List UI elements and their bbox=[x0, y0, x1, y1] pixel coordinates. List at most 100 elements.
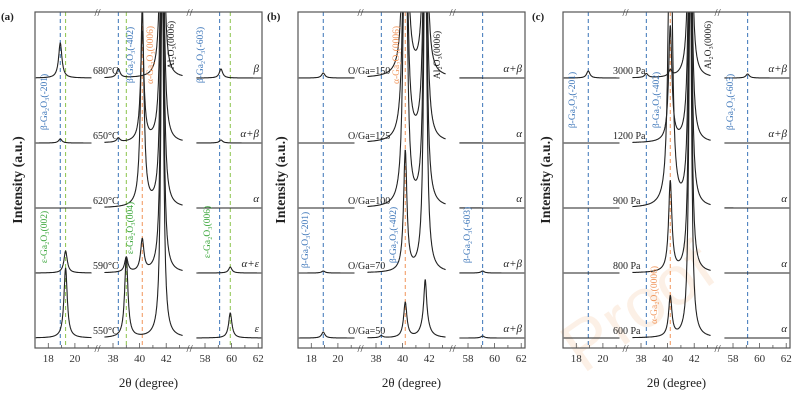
series-label: 680°C bbox=[93, 66, 119, 77]
x-tick-label: 58 bbox=[728, 353, 740, 365]
x-tick-label: 60 bbox=[226, 353, 238, 365]
axis-break-mark: // bbox=[187, 7, 194, 19]
annotation-beta-603: β-Ga₂O₃(-603) bbox=[195, 27, 206, 83]
x-tick-label: 40 bbox=[397, 353, 409, 365]
x-tick-label: 20 bbox=[597, 353, 609, 365]
series-label: 650°C bbox=[93, 131, 119, 142]
annotation-epsilon-002: ε-Ga₂O₃(002) bbox=[39, 211, 50, 263]
series-label: 1200 Pa bbox=[613, 131, 646, 142]
x-tick-label: 62 bbox=[781, 353, 792, 365]
phase-label: α+ε bbox=[241, 258, 259, 270]
annotation-beta-402: β-Ga₂O₃(-402) bbox=[125, 27, 136, 83]
x-axis-label: 2θ (degree) bbox=[382, 375, 441, 390]
series-label: O/Ga=125 bbox=[348, 131, 390, 142]
y-axis-label: Intensity (a.u.) bbox=[274, 136, 289, 224]
trace-o-ga-70 bbox=[298, 11, 525, 274]
x-tick-label: 18 bbox=[43, 353, 55, 365]
plot-frame bbox=[562, 11, 791, 349]
phase-label: α+β bbox=[240, 128, 259, 140]
annotation-beta-201: β-Ga₂O₃(-201) bbox=[567, 72, 578, 128]
series-label: 550°C bbox=[93, 326, 119, 337]
annotation-al2o3-0006: Al₂O₃(0006) bbox=[166, 21, 177, 69]
axis-break-mark: // bbox=[622, 343, 629, 355]
x-tick-label: 42 bbox=[424, 353, 435, 365]
x-axis-label: 2θ (degree) bbox=[119, 375, 178, 390]
annotation-al2o3-0006: Al₂O₃(0006) bbox=[703, 21, 714, 69]
series-label: O/Ga=70 bbox=[348, 261, 385, 272]
trace-1200-pa bbox=[563, 11, 790, 144]
series-label: 620°C bbox=[93, 196, 119, 207]
y-axis-label: Intensity (a.u.) bbox=[11, 136, 26, 224]
annotation-beta-603: β-Ga₂O₃(-603) bbox=[462, 207, 473, 263]
x-tick-label: 60 bbox=[489, 353, 501, 365]
trace-800-pa bbox=[563, 11, 790, 274]
x-tick-label: 18 bbox=[306, 353, 318, 365]
phase-label: α bbox=[781, 258, 787, 270]
phase-label: ε bbox=[255, 323, 260, 335]
phase-label: α bbox=[253, 193, 259, 205]
series-label: O/Ga=150 bbox=[348, 66, 390, 77]
series-label: 800 Pa bbox=[613, 261, 641, 272]
trace-900-pa bbox=[563, 11, 790, 209]
axis-break-mark: // bbox=[715, 7, 722, 19]
x-tick-label: 42 bbox=[161, 353, 172, 365]
plot-frame bbox=[297, 11, 526, 349]
phase-label: α bbox=[781, 193, 787, 205]
phase-label: α bbox=[516, 128, 522, 140]
axis-break-mark: // bbox=[357, 343, 364, 355]
annotation-beta-402: β-Ga₂O₃(-402) bbox=[388, 207, 399, 263]
annotation-epsilon-006: ε-Ga₂O₃(006) bbox=[202, 206, 213, 258]
phase-label: β bbox=[253, 63, 260, 75]
axis-break-mark: // bbox=[94, 343, 101, 355]
x-tick-label: 58 bbox=[463, 353, 475, 365]
axis-break-mark: // bbox=[94, 7, 101, 19]
series-label: 600 Pa bbox=[613, 326, 641, 337]
annotations-panel-c: β-Ga₂O₃(-201) β-Ga₂O₃(-402) Al₂O₃(0006) … bbox=[567, 21, 736, 324]
phase-label: α bbox=[781, 323, 787, 335]
x-axis-label: 2θ (degree) bbox=[647, 375, 706, 390]
phase-label: α+β bbox=[503, 63, 522, 75]
series-label: 3000 Pa bbox=[613, 66, 646, 77]
annotations-panel-a: β-Ga₂O₃(-201) β-Ga₂O₃(-402) α-Ga₂O₃(0006… bbox=[39, 21, 213, 263]
annotation-alpha-0006: α-Ga₂O₃(0006) bbox=[145, 26, 156, 84]
axis-break-mark: // bbox=[450, 7, 457, 19]
annotations-panel-b: α-Ga₂O₃(0006) Al₂O₃(0006) β-Ga₂O₃(-201) … bbox=[300, 26, 473, 268]
axis-break-mark: // bbox=[357, 7, 364, 19]
phase-label: α bbox=[516, 193, 522, 205]
panel-label: (b) bbox=[267, 11, 281, 23]
trace-590-c bbox=[35, 11, 262, 274]
trace-620-c bbox=[35, 11, 262, 209]
x-tick-label: 42 bbox=[689, 353, 700, 365]
x-tick-label: 60 bbox=[754, 353, 766, 365]
phase-label: α+β bbox=[503, 258, 522, 270]
x-tick-label: 20 bbox=[69, 353, 81, 365]
phase-label: α+β bbox=[503, 323, 522, 335]
x-tick-label: 40 bbox=[662, 353, 674, 365]
series-label: 900 Pa bbox=[613, 196, 641, 207]
annotation-beta-402: β-Ga₂O₃(-402) bbox=[651, 72, 662, 128]
x-tick-label: 62 bbox=[516, 353, 527, 365]
panel-label: (a) bbox=[1, 11, 14, 23]
axis-break-mark: // bbox=[187, 343, 194, 355]
annotation-beta-603: β-Ga₂O₃(-603) bbox=[725, 74, 736, 130]
x-tick-label: 18 bbox=[571, 353, 583, 365]
annotation-al2o3-0006: Al₂O₃(0006) bbox=[432, 31, 443, 79]
x-tick-label: 20 bbox=[332, 353, 344, 365]
trace-600-pa bbox=[563, 11, 790, 339]
series-label: O/Ga=100 bbox=[348, 196, 390, 207]
x-tick-label: 62 bbox=[253, 353, 264, 365]
series-label: O/Ga=50 bbox=[348, 326, 385, 337]
annotation-beta-201: β-Ga₂O₃(-201) bbox=[300, 212, 311, 268]
axis-break-mark: // bbox=[622, 7, 629, 19]
phase-label: α+β bbox=[768, 63, 787, 75]
trace-o-ga-100 bbox=[298, 11, 525, 209]
axis-break-mark: // bbox=[450, 343, 457, 355]
axis-break-mark: // bbox=[715, 343, 722, 355]
series-label: 590°C bbox=[93, 261, 119, 272]
trace-3000-pa bbox=[563, 11, 790, 79]
x-tick-label: 40 bbox=[134, 353, 146, 365]
panel-a: 680°C β 650°C α+β 620°C α 590°C α+ε 550°C ε // // //… bbox=[1, 7, 264, 390]
annotation-alpha-0006: α-Ga₂O₃(0006) bbox=[649, 266, 660, 324]
annotation-alpha-0006: α-Ga₂O₃(0006) bbox=[391, 26, 402, 84]
